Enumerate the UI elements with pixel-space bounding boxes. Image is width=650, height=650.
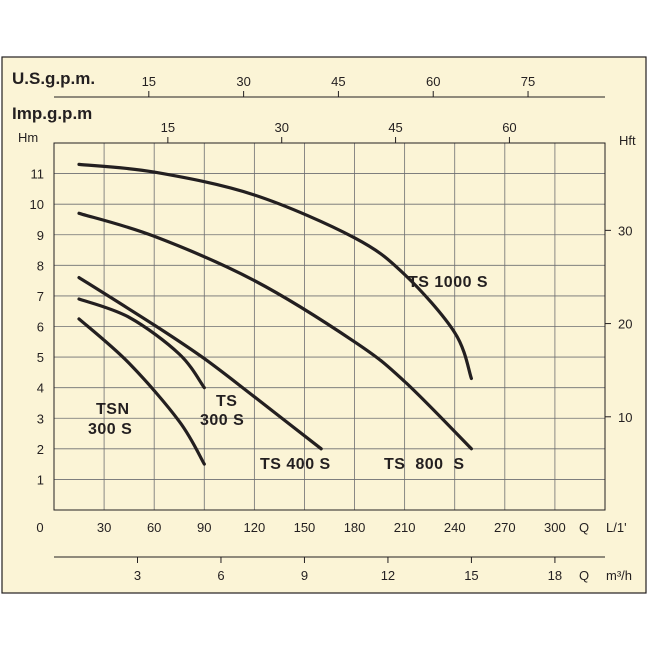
y-tick-label: 5 bbox=[37, 350, 44, 365]
y2-tick-label: 30 bbox=[618, 223, 632, 238]
curve-label-ts300-line1: TS bbox=[216, 393, 237, 410]
x-tick-label: 90 bbox=[197, 520, 211, 535]
curve-label-tsn300-line2: 300 S bbox=[88, 421, 132, 438]
curve-ts-300-s bbox=[77, 297, 206, 390]
usgpm-tick-label: 30 bbox=[236, 74, 250, 89]
x-tick-label: 240 bbox=[444, 520, 466, 535]
usgpm-axis-label: U.S.g.p.m. bbox=[12, 69, 95, 88]
grid-lines bbox=[54, 143, 605, 510]
y-tick-label: 2 bbox=[37, 442, 44, 457]
y-tick-label: 8 bbox=[37, 258, 44, 273]
curve-label-ts800: TS 800 S bbox=[384, 456, 465, 473]
x2-tick-label: 18 bbox=[548, 568, 562, 583]
curve-label-ts400: TS 400 S bbox=[260, 456, 331, 473]
y-tick-label: 7 bbox=[37, 289, 44, 304]
curve-label-ts300-line2: 300 S bbox=[200, 412, 244, 429]
y-tick-label: 10 bbox=[30, 197, 44, 212]
curve-ts-400-s bbox=[77, 276, 323, 451]
y-axis-label-hm: Hm bbox=[18, 130, 38, 145]
x2-tick-label: 15 bbox=[464, 568, 478, 583]
usgpm-tick-label: 75 bbox=[521, 74, 535, 89]
x-tick-label: 30 bbox=[97, 520, 111, 535]
x-tick-label: 150 bbox=[294, 520, 316, 535]
y2-tick-label: 20 bbox=[618, 317, 632, 332]
x2-tick-label: 6 bbox=[217, 568, 224, 583]
x2-axis-unit-m3h: m³/h bbox=[606, 568, 632, 583]
impgpm-tick-label: 60 bbox=[502, 120, 516, 135]
curve-ts-1000-s bbox=[77, 162, 473, 381]
x-tick-label: 120 bbox=[244, 520, 266, 535]
curve-tsn-300-s bbox=[77, 317, 206, 466]
curve-label-tsn300-line1: TSN bbox=[96, 401, 130, 418]
x-tick-label: 180 bbox=[344, 520, 366, 535]
usgpm-tick-label: 45 bbox=[331, 74, 345, 89]
x-tick-label: 60 bbox=[147, 520, 161, 535]
impgpm-tick-label: 15 bbox=[161, 120, 175, 135]
x-tick-label: 0 bbox=[36, 520, 43, 535]
y-tick-label: 4 bbox=[37, 381, 44, 396]
y-tick-label: 11 bbox=[31, 167, 45, 182]
axes bbox=[53, 91, 611, 563]
y-tick-label: 3 bbox=[37, 411, 44, 426]
x-axis-unit-lmin: L/1' bbox=[606, 520, 627, 535]
plot-frame bbox=[53, 142, 606, 511]
usgpm-tick-label: 60 bbox=[426, 74, 440, 89]
x-tick-label: 270 bbox=[494, 520, 516, 535]
curves bbox=[77, 162, 473, 466]
y-tick-label: 6 bbox=[37, 320, 44, 335]
curve-ts-800-s bbox=[77, 211, 473, 451]
impgpm-axis-label: Imp.g.p.m bbox=[12, 104, 92, 123]
x-axis-label-q: Q bbox=[579, 520, 589, 535]
chart-background bbox=[1, 56, 647, 594]
x-tick-label: 300 bbox=[544, 520, 566, 535]
curve-label-ts1000: TS 1000 S bbox=[408, 274, 488, 291]
x2-tick-label: 9 bbox=[301, 568, 308, 583]
y-tick-label: 1 bbox=[37, 472, 44, 487]
x2-axis-label-q: Q bbox=[579, 568, 589, 583]
impgpm-tick-label: 45 bbox=[388, 120, 402, 135]
y2-tick-label: 10 bbox=[618, 410, 632, 425]
y-tick-label: 9 bbox=[37, 228, 44, 243]
y2-axis-label-hft: Hft bbox=[619, 133, 636, 148]
x-tick-label: 210 bbox=[394, 520, 416, 535]
x2-tick-label: 12 bbox=[381, 568, 395, 583]
x2-tick-label: 3 bbox=[134, 568, 141, 583]
usgpm-tick-label: 15 bbox=[142, 74, 156, 89]
impgpm-tick-label: 30 bbox=[274, 120, 288, 135]
